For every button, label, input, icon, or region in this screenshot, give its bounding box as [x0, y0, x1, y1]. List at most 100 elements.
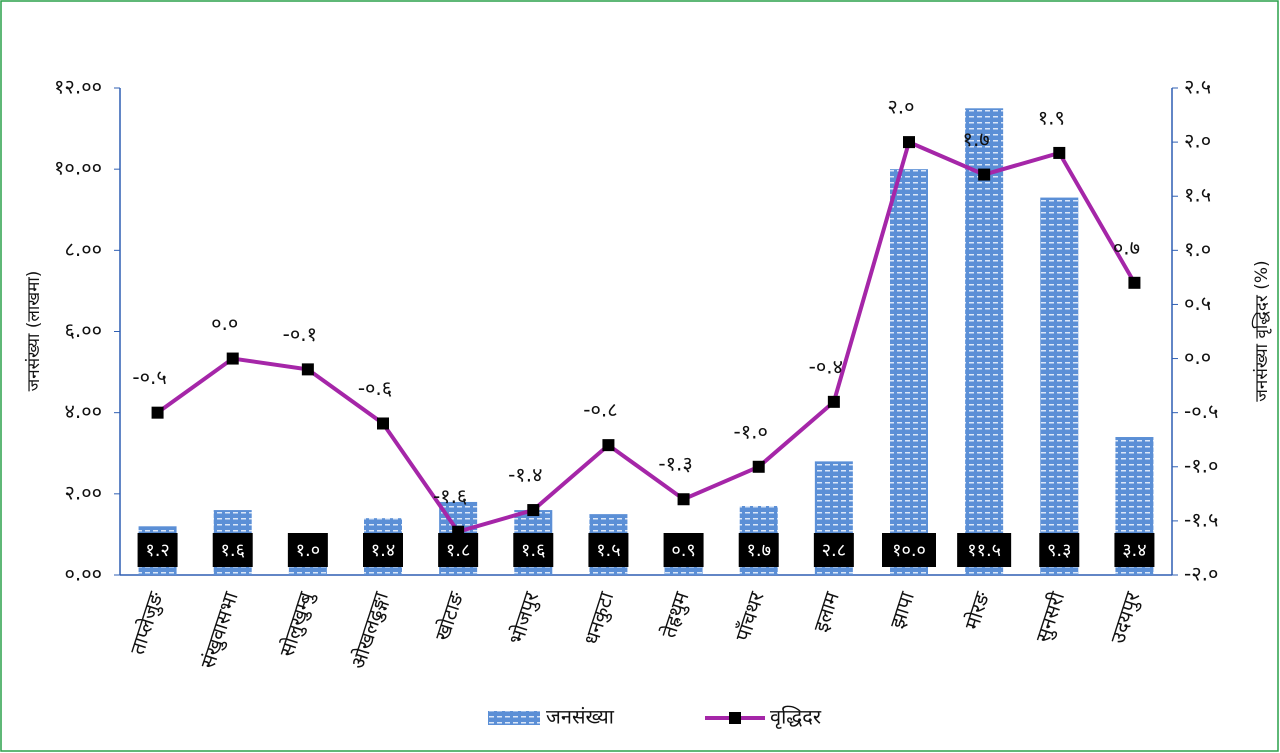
data-label-box — [438, 533, 479, 567]
data-label-box — [882, 533, 936, 567]
data-label: १.७ — [963, 127, 990, 151]
y2-tick-label: -१.५ — [1184, 507, 1218, 531]
x-tick-label: भोजपुर — [504, 588, 545, 648]
legend-swatch — [729, 712, 741, 724]
y-tick-label: ०.०० — [64, 562, 102, 586]
bar — [890, 169, 928, 575]
data-label-box — [588, 533, 629, 567]
data-label-box — [1039, 533, 1080, 567]
x-tick-label: सोलुखुम्बु — [274, 588, 319, 660]
y2-tick-label: -१.० — [1184, 453, 1218, 477]
data-label: -१.४ — [508, 463, 542, 487]
data-label: -०.१ — [283, 322, 317, 346]
data-label: १.८ — [446, 540, 470, 561]
marker — [978, 168, 991, 181]
data-label: १.९ — [1038, 105, 1065, 129]
marker — [827, 395, 840, 408]
y-tick-label: १०.०० — [54, 156, 102, 180]
data-label: ९.३ — [1047, 540, 1071, 561]
marker — [301, 363, 314, 376]
y2-tick-label: २.५ — [1184, 75, 1211, 99]
data-label-box — [663, 533, 704, 567]
marker — [226, 352, 239, 365]
data-label: -१.० — [734, 419, 768, 443]
data-label: २.० — [887, 95, 914, 119]
data-label-box — [738, 533, 779, 567]
data-label: ०.९ — [671, 540, 695, 561]
data-label-box — [1114, 533, 1155, 567]
data-label: १.० — [296, 540, 320, 561]
bar — [965, 108, 1004, 576]
y-axis-label: जनसंख्या (लाखमा) — [24, 271, 44, 392]
x-tick-label: तेह्रथुम — [656, 588, 695, 641]
x-tick-label: ताप्लेजुङ — [125, 588, 169, 658]
marker — [527, 504, 540, 517]
data-label: १.५ — [596, 540, 620, 561]
y2-tick-label: ०.० — [1184, 345, 1211, 369]
data-label: १.४ — [371, 540, 395, 561]
data-label: ३.४ — [1122, 540, 1146, 561]
data-label: -१.६ — [433, 484, 467, 508]
legend-label: वृद्धिदर — [770, 705, 822, 730]
data-label-box — [813, 533, 854, 567]
data-label-box — [363, 533, 403, 567]
y2-tick-label: १.५ — [1184, 183, 1211, 207]
marker — [151, 406, 164, 419]
marker — [752, 460, 765, 473]
marker — [677, 493, 690, 506]
y-tick-label: १२.०० — [54, 75, 102, 99]
y-tick-label: ६.०० — [64, 318, 102, 342]
data-label: १.६ — [521, 540, 545, 561]
marker — [452, 525, 465, 538]
data-label-box — [287, 533, 328, 567]
data-label: -०.६ — [358, 376, 392, 400]
x-tick-label: मोरङ — [960, 588, 995, 633]
x-tick-label: संखुवासभा — [195, 588, 243, 672]
data-label: २.८ — [822, 540, 846, 561]
data-label: १०.० — [892, 540, 926, 561]
y-tick-label: २.०० — [64, 480, 102, 504]
data-label: ०.० — [211, 311, 238, 335]
marker — [1053, 146, 1066, 159]
data-label: ११.५ — [967, 540, 1001, 561]
legend-label: जनसंख्या — [546, 705, 615, 729]
y2-tick-label: -२.० — [1184, 562, 1218, 586]
data-label: १.७ — [746, 540, 770, 561]
y-tick-label: ८.०० — [64, 237, 102, 261]
data-label-box — [957, 533, 1012, 567]
x-tick-label: झापा — [885, 588, 919, 631]
data-label: १.२ — [145, 540, 169, 561]
marker — [903, 136, 915, 149]
y-tick-label: ४.०० — [64, 399, 102, 423]
data-label: ०.७ — [1113, 235, 1140, 259]
x-tick-label: सुनसरी — [1031, 588, 1071, 645]
bar — [1040, 197, 1079, 575]
marker — [602, 439, 615, 452]
marker — [377, 417, 389, 430]
x-tick-label: ओखलढुङ्गा — [346, 588, 395, 672]
x-tick-label: पाँचथर — [730, 588, 769, 644]
data-label: -०.५ — [132, 365, 166, 389]
x-tick-label: उदयपुर — [1105, 588, 1145, 647]
data-label: १.६ — [220, 540, 244, 561]
data-label: -०.४ — [809, 354, 843, 378]
x-tick-label: इलाम — [808, 588, 844, 635]
y2-tick-label: -०.५ — [1184, 399, 1218, 423]
y2-tick-label: २.० — [1184, 129, 1211, 153]
marker — [1128, 276, 1141, 289]
y2-axis-label: जनसंख्या वृद्धिदर (%) — [1251, 260, 1272, 401]
x-tick-label: धनकुटा — [579, 588, 620, 648]
data-label-box — [513, 533, 554, 567]
data-label: -०.८ — [583, 398, 617, 422]
data-label: -१.३ — [658, 452, 692, 476]
y2-tick-label: १.० — [1184, 237, 1211, 261]
data-label-box — [137, 533, 178, 567]
data-label-box — [212, 533, 253, 567]
line — [156, 139, 1137, 535]
y2-tick-label: ०.५ — [1184, 291, 1211, 315]
x-tick-label: खोटाङ — [430, 588, 469, 644]
legend-swatch — [488, 711, 540, 725]
